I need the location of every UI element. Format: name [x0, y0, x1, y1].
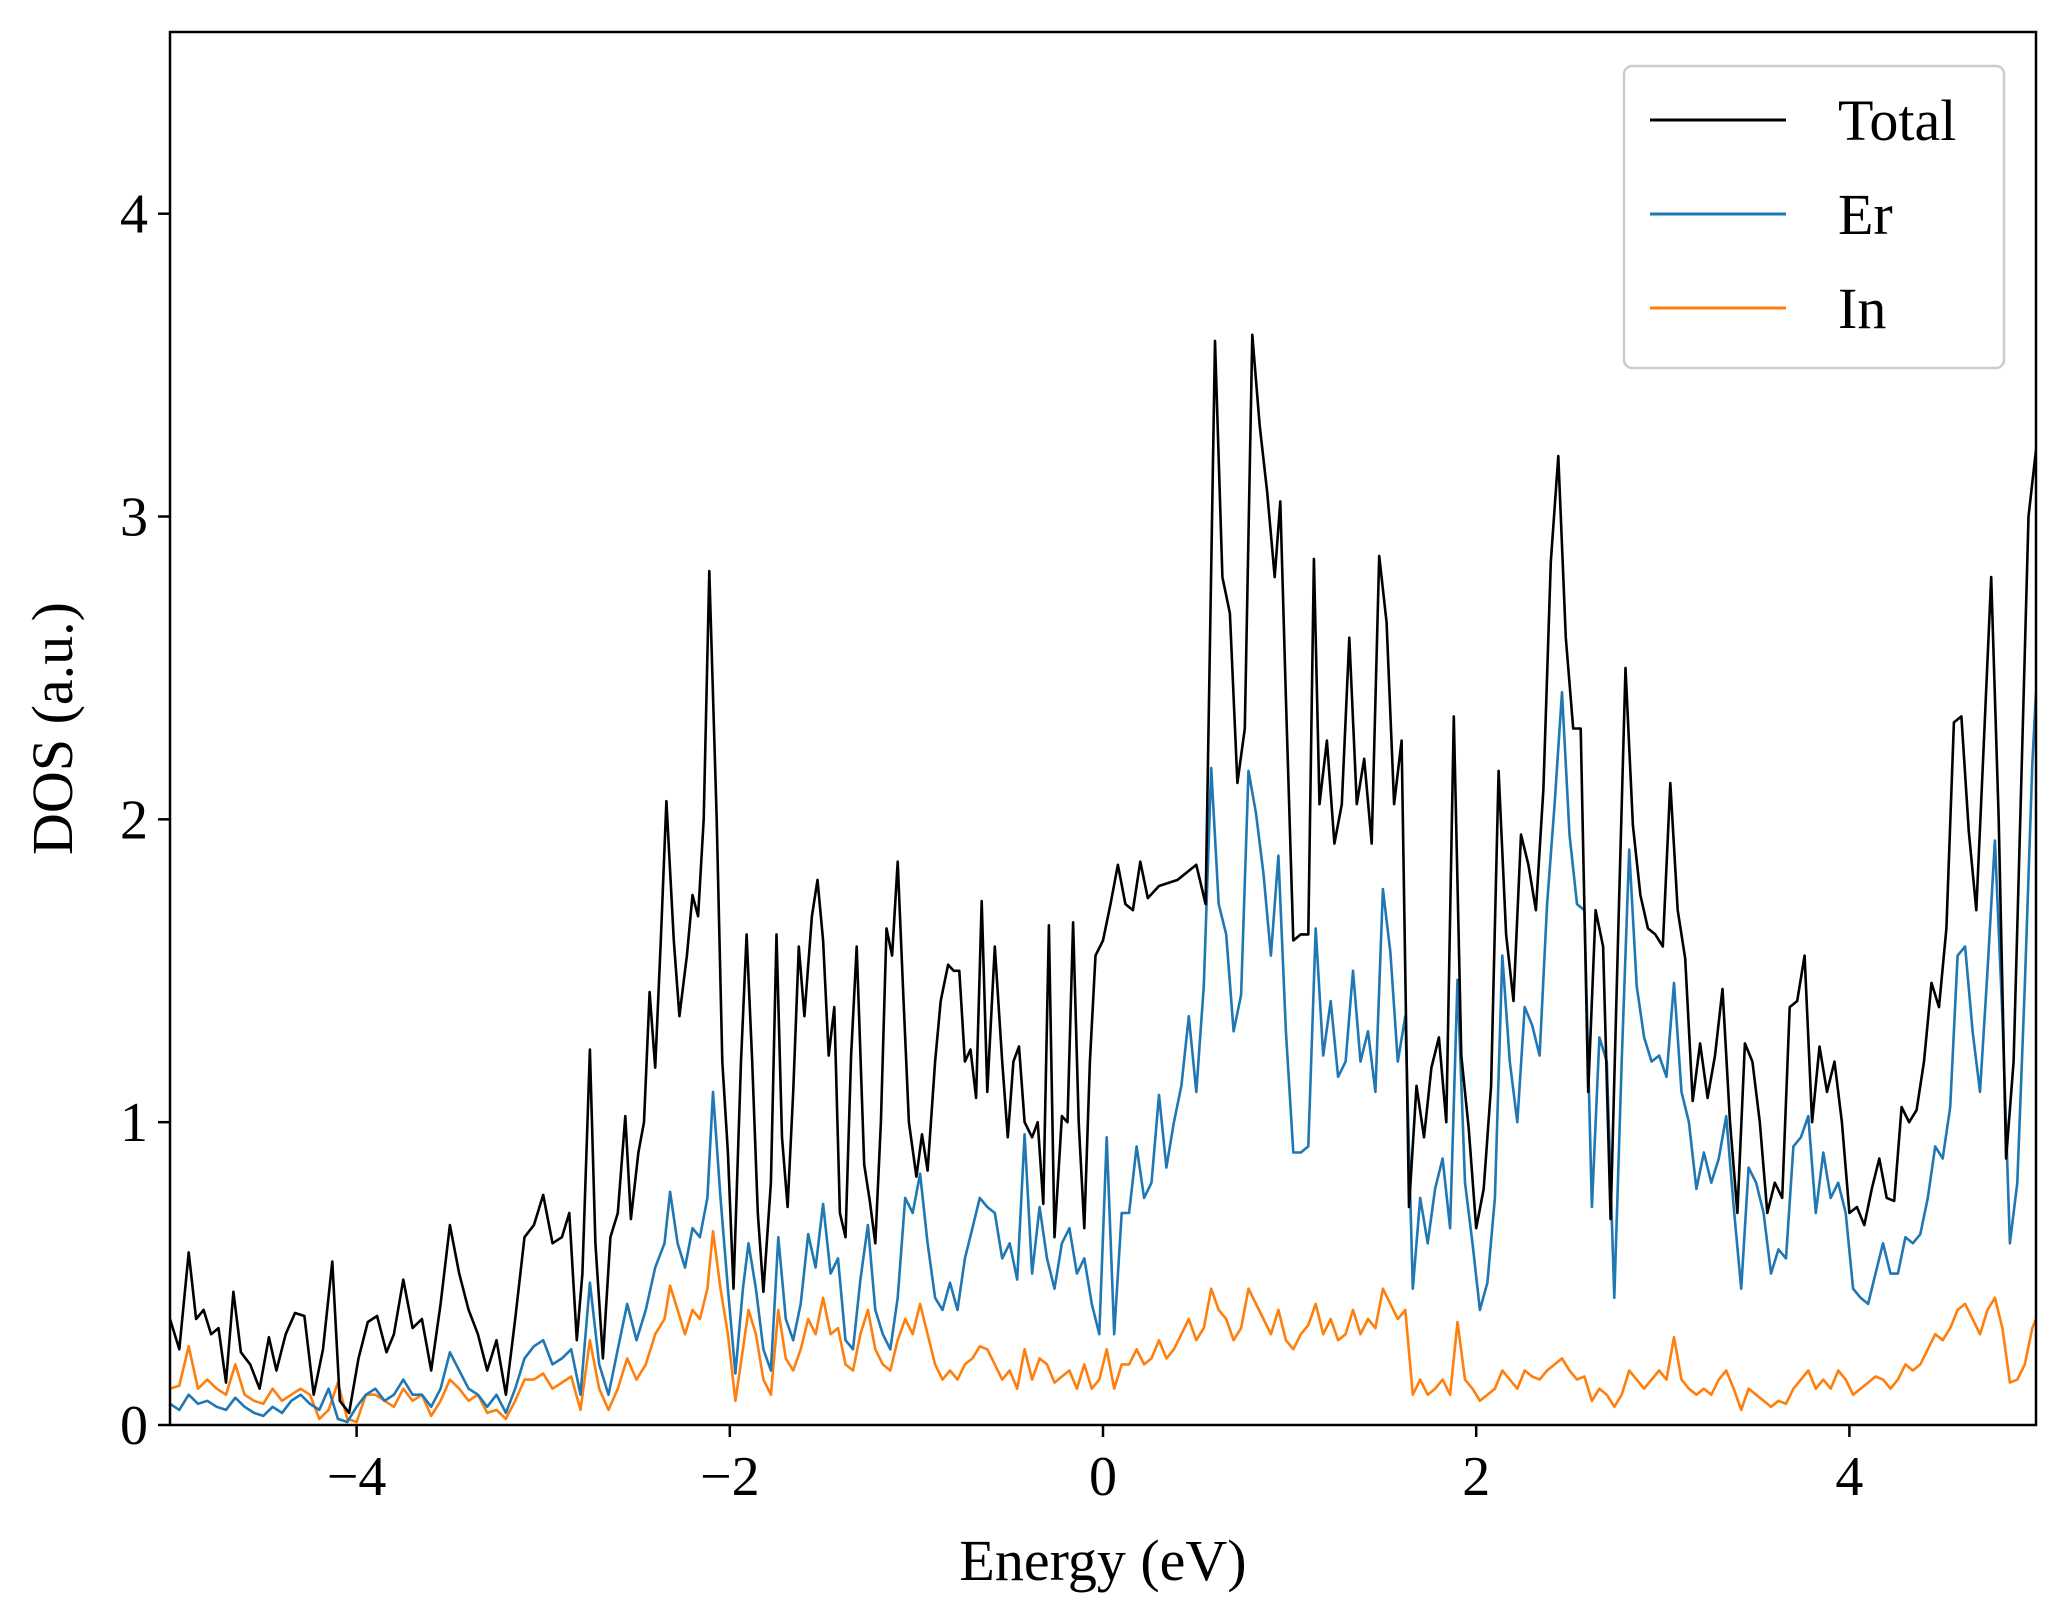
- x-tick-label: 2: [1462, 1446, 1490, 1508]
- series-line-total: [170, 333, 2036, 1415]
- legend-box: [1622, 64, 2006, 370]
- y-tick-label: 3: [120, 487, 148, 549]
- y-tick-label: 4: [120, 184, 148, 246]
- legend-label-in: In: [1838, 276, 1886, 341]
- series-line-er: [170, 690, 2036, 1424]
- y-tick-label: 0: [120, 1395, 148, 1457]
- y-axis-title: DOS (a.u.): [20, 602, 85, 855]
- x-tick-label: 0: [1089, 1446, 1117, 1508]
- x-tick-label: 4: [1835, 1446, 1863, 1508]
- plot-lines: [170, 333, 2036, 1424]
- x-axis-title: Energy (eV): [959, 1528, 1246, 1593]
- y-axis: 0 1 2 3 4: [120, 184, 170, 1457]
- y-tick-label: 1: [120, 1092, 148, 1154]
- legend: Total Er In: [1622, 64, 2006, 370]
- legend-label-total: Total: [1838, 88, 1956, 153]
- x-tick-label: −4: [327, 1446, 387, 1508]
- series-line-in: [170, 1229, 2036, 1424]
- x-tick-label: −2: [700, 1446, 760, 1508]
- x-axis: −4 −2 0 2 4: [327, 1425, 1863, 1508]
- legend-label-er: Er: [1838, 182, 1893, 247]
- y-tick-label: 2: [120, 789, 148, 851]
